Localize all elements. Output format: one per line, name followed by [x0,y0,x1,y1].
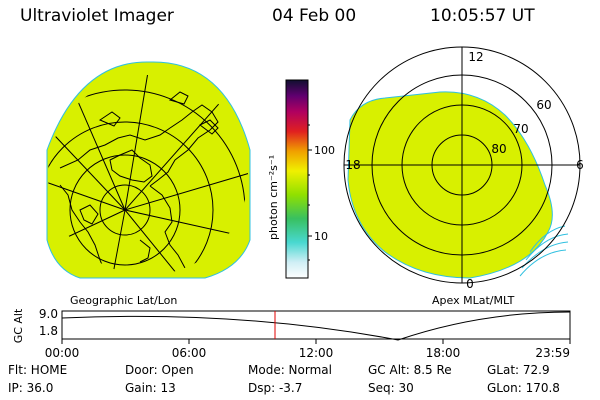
status-glat: GLat: 72.9 [487,363,550,377]
mlat-label-60: 60 [536,98,551,112]
colorbar-tick-10: 10 [314,230,328,243]
time-tick-1200: 12:00 [299,346,334,360]
status-door: Door: Open [125,363,194,377]
app-title: Ultraviolet Imager [20,6,174,26]
altitude-plot-frame [61,310,571,340]
polar-plot: 12 18 6 0 60 70 80 [343,46,584,291]
time-tick-2359: 23:59 [535,346,570,360]
altitude-ylabel: GC Alt [12,308,25,343]
time-tick-0600: 06:00 [172,346,207,360]
polar-grid [343,46,581,284]
status-mode: Mode: Normal [248,363,332,377]
auroral-image [347,91,553,279]
mlat-label-70: 70 [513,122,528,136]
colorbar-tick-100: 100 [314,144,335,157]
status-glon: GLon: 170.8 [487,381,560,395]
altitude-ytick-low: 1.8 [39,324,58,338]
status-ip: IP: 36.0 [8,381,54,395]
right-panel-label: Apex MLat/MLT [432,294,515,307]
mlt-label-12: 12 [468,50,483,64]
status-gc-alt: GC Alt: 8.5 Re [368,363,452,377]
mlt-label-6: 6 [576,158,584,172]
time-tick-0000: 00:00 [45,346,80,360]
geographic-image [46,61,251,279]
colorbar-scale [285,79,309,279]
mlat-label-80: 80 [491,142,506,156]
coastlines [59,91,231,273]
altitude-curve [61,311,571,341]
status-flight: Flt: HOME [8,363,68,377]
mlt-label-18: 18 [345,158,360,172]
status-dsp: Dsp: -3.7 [248,381,303,395]
colorbar-unit-label: photon cm⁻²s⁻¹ [267,155,280,240]
status-seq: Seq: 30 [368,381,414,395]
left-panel-label: Geographic Lat/Lon [70,294,178,307]
altitude-plot: GC Alt 9.0 1.8 00:00 06:00 12:00 18:00 2… [12,307,571,360]
colorbar: 100 10 photon cm⁻²s⁻¹ [267,79,335,279]
time-tick-1800: 18:00 [426,346,461,360]
date-readout: 04 Feb 00 [272,6,357,26]
status-gain: Gain: 13 [125,381,176,395]
altitude-ytick-high: 9.0 [39,307,58,321]
time-readout: 10:05:57 UT [430,6,535,26]
mlt-label-0: 0 [466,277,474,291]
